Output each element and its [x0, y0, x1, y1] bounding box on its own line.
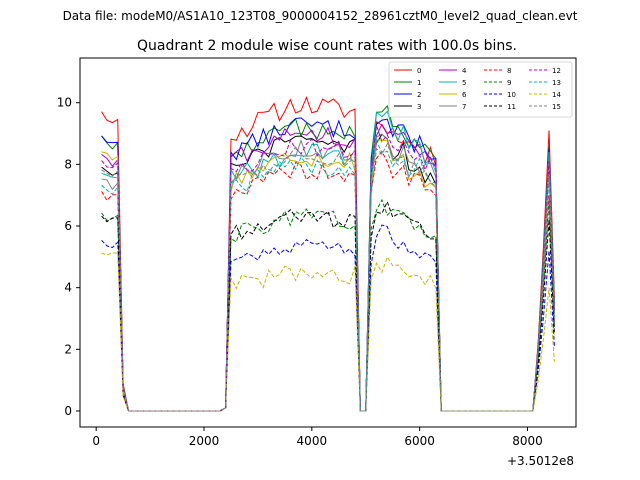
y-tick-label: 8: [64, 157, 72, 171]
legend-label: 14: [552, 91, 561, 99]
legend-label: 12: [552, 67, 561, 75]
x-axis: 0 2000 4000 6000 8000: [92, 427, 543, 448]
y-tick-label: 0: [64, 404, 72, 418]
chart-title: Quadrant 2 module wise count rates with …: [137, 38, 517, 54]
legend-label: 13: [552, 79, 561, 87]
plot-frame: [79, 57, 577, 428]
legend-label: 10: [507, 91, 516, 99]
y-tick-label: 10: [57, 96, 72, 110]
y-tick-label: 2: [64, 342, 72, 356]
legend-label: 3: [417, 103, 421, 111]
legend-label: 15: [552, 103, 561, 111]
legend-label: 2: [417, 91, 421, 99]
x-tick-label: 4000: [297, 434, 328, 448]
x-tick-label: 2000: [189, 434, 220, 448]
legend-label: 9: [507, 79, 511, 87]
y-tick-label: 6: [64, 219, 72, 233]
y-axis: 0 2 4 6 8 10: [57, 96, 80, 418]
legend-box: [388, 61, 573, 118]
legend-label: 0: [417, 67, 421, 75]
x-tick-label: 0: [92, 434, 100, 448]
legend-label: 4: [462, 67, 467, 75]
legend-label: 1: [417, 79, 421, 87]
legend-label: 6: [462, 91, 467, 99]
legend-label: 11: [507, 103, 516, 111]
x-tick-label: 6000: [404, 434, 435, 448]
x-tick-label: 8000: [512, 434, 543, 448]
legend-label: 5: [462, 79, 466, 87]
plot-area: [79, 57, 577, 428]
series-group: [101, 95, 555, 412]
y-tick-label: 4: [64, 281, 72, 295]
legend-label: 8: [507, 67, 511, 75]
series-line-15: [101, 142, 555, 412]
x-offset-label: +3.5012e8: [507, 454, 574, 468]
suptitle: Data file: modeM0/AS1A10_123T08_90000041…: [63, 9, 578, 23]
legend-label: 7: [462, 103, 466, 111]
